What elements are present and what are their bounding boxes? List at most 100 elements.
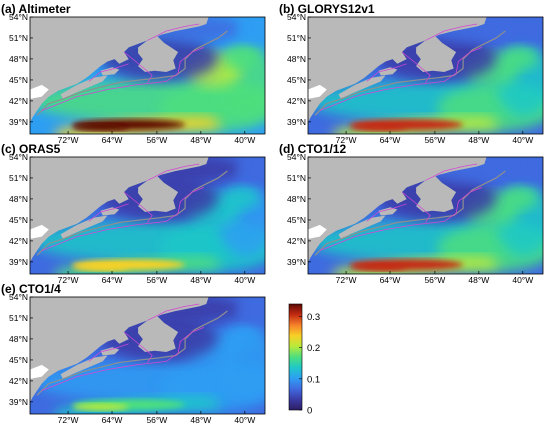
lon-tick-label: 64°W: [380, 135, 401, 145]
lon-tick-label: 64°W: [102, 135, 123, 145]
land-mass: [416, 175, 457, 212]
land-mass: [100, 347, 120, 356]
land-mass: [378, 207, 398, 216]
region-boundary: [41, 187, 205, 251]
lat-tick-label: 45°N: [287, 215, 306, 225]
land-mass: [100, 207, 120, 216]
lon-tick-label: 64°W: [102, 275, 123, 285]
lon-tick-label: 56°W: [424, 275, 445, 285]
land-mass: [138, 175, 179, 212]
colorbar-tick-label: 0.3: [307, 312, 320, 323]
lon-tick-label: 72°W: [58, 415, 79, 425]
region-boundary: [319, 47, 483, 111]
lat-tick-label: 42°N: [9, 96, 28, 106]
land-mass: [378, 67, 398, 76]
lat-tick-label: 48°N: [287, 54, 306, 64]
lon-tick-label: 40°W: [234, 275, 255, 285]
lat-tick-label: 54°N: [287, 12, 306, 22]
land-mass: [416, 35, 457, 72]
lat-tick-label: 51°N: [9, 33, 28, 43]
isobath-line: [36, 170, 228, 256]
panel-title: (c) ORAS5: [1, 142, 61, 156]
lat-tick-label: 45°N: [9, 215, 28, 225]
lon-tick-label: 56°W: [146, 135, 167, 145]
land-mass: [308, 157, 487, 263]
lon-tick-label: 56°W: [424, 135, 445, 145]
lat-tick-label: 54°N: [287, 152, 306, 162]
lon-tick-label: 56°W: [146, 415, 167, 425]
lon-tick-label: 64°W: [102, 415, 123, 425]
lat-tick-label: 54°N: [9, 12, 28, 22]
lon-tick-label: 48°W: [190, 135, 211, 145]
land-mass: [30, 17, 209, 123]
land-mass: [60, 355, 108, 379]
lat-tick-label: 48°N: [9, 54, 28, 64]
land-mass: [30, 157, 209, 263]
land-mass: [60, 215, 108, 239]
lon-tick-label: 40°W: [234, 415, 255, 425]
panel-title: (e) CTO1/4: [1, 282, 61, 296]
lat-tick-label: 45°N: [9, 75, 28, 85]
lat-tick-label: 48°N: [9, 334, 28, 344]
lon-tick-label: 72°W: [336, 135, 357, 145]
panel-title: (d) CTO1/12: [279, 142, 346, 156]
lon-tick-label: 64°W: [380, 275, 401, 285]
lat-tick-label: 48°N: [287, 194, 306, 204]
lat-tick-label: 39°N: [287, 117, 306, 127]
lat-tick-label: 39°N: [287, 257, 306, 267]
isobath-line: [314, 30, 506, 116]
map-frame: [29, 156, 266, 275]
colorbar-tick-label: 0.1: [307, 374, 320, 385]
isobath-line: [36, 310, 228, 396]
isobath-line: [36, 30, 228, 116]
colorbar-tick-label: 0.2: [307, 343, 320, 354]
lat-tick-label: 39°N: [9, 117, 28, 127]
map-frame: [307, 16, 544, 135]
lat-tick-label: 48°N: [9, 194, 28, 204]
land-mass: [100, 67, 120, 76]
land-mass: [338, 75, 386, 99]
lat-tick-label: 51°N: [287, 33, 306, 43]
lat-tick-label: 39°N: [9, 257, 28, 267]
map-frame: [29, 296, 266, 415]
lon-tick-label: 72°W: [336, 275, 357, 285]
lat-tick-label: 51°N: [9, 313, 28, 323]
lon-tick-label: 40°W: [512, 275, 533, 285]
lat-tick-label: 42°N: [9, 376, 28, 386]
map-frame: [29, 16, 266, 135]
land-mass: [338, 215, 386, 239]
lon-tick-label: 48°W: [468, 135, 489, 145]
lat-tick-label: 51°N: [9, 173, 28, 183]
land-mass: [308, 17, 487, 123]
lat-tick-label: 42°N: [9, 236, 28, 246]
lon-tick-label: 72°W: [58, 275, 79, 285]
lat-tick-label: 54°N: [9, 292, 28, 302]
colorbar-bar: [288, 303, 303, 411]
lat-tick-label: 54°N: [9, 152, 28, 162]
land-mass: [30, 297, 209, 403]
region-boundary: [319, 187, 483, 251]
lat-tick-label: 45°N: [287, 75, 306, 85]
land-mass: [60, 75, 108, 99]
colorbar-tick-label: 0: [307, 406, 312, 417]
lon-tick-label: 56°W: [146, 275, 167, 285]
panel-title: (a) Altimeter: [1, 2, 71, 16]
land-mass: [138, 35, 179, 72]
panel-title: (b) GLORYS12v1: [279, 2, 375, 16]
lat-tick-label: 51°N: [287, 173, 306, 183]
map-panel: (e) CTO1/454°N 51°N 48°N 45°N 42°N 39°N 72°W 64…: [1, 282, 266, 425]
lon-tick-label: 48°W: [468, 275, 489, 285]
region-boundary: [41, 327, 205, 391]
colorbar: 0.3 0.2 0.1 0: [288, 303, 320, 417]
lat-tick-label: 39°N: [9, 397, 28, 407]
map-frame: [307, 156, 544, 275]
lon-tick-label: 40°W: [234, 135, 255, 145]
lon-tick-label: 40°W: [512, 135, 533, 145]
land-mass: [138, 315, 179, 352]
lon-tick-label: 48°W: [190, 415, 211, 425]
